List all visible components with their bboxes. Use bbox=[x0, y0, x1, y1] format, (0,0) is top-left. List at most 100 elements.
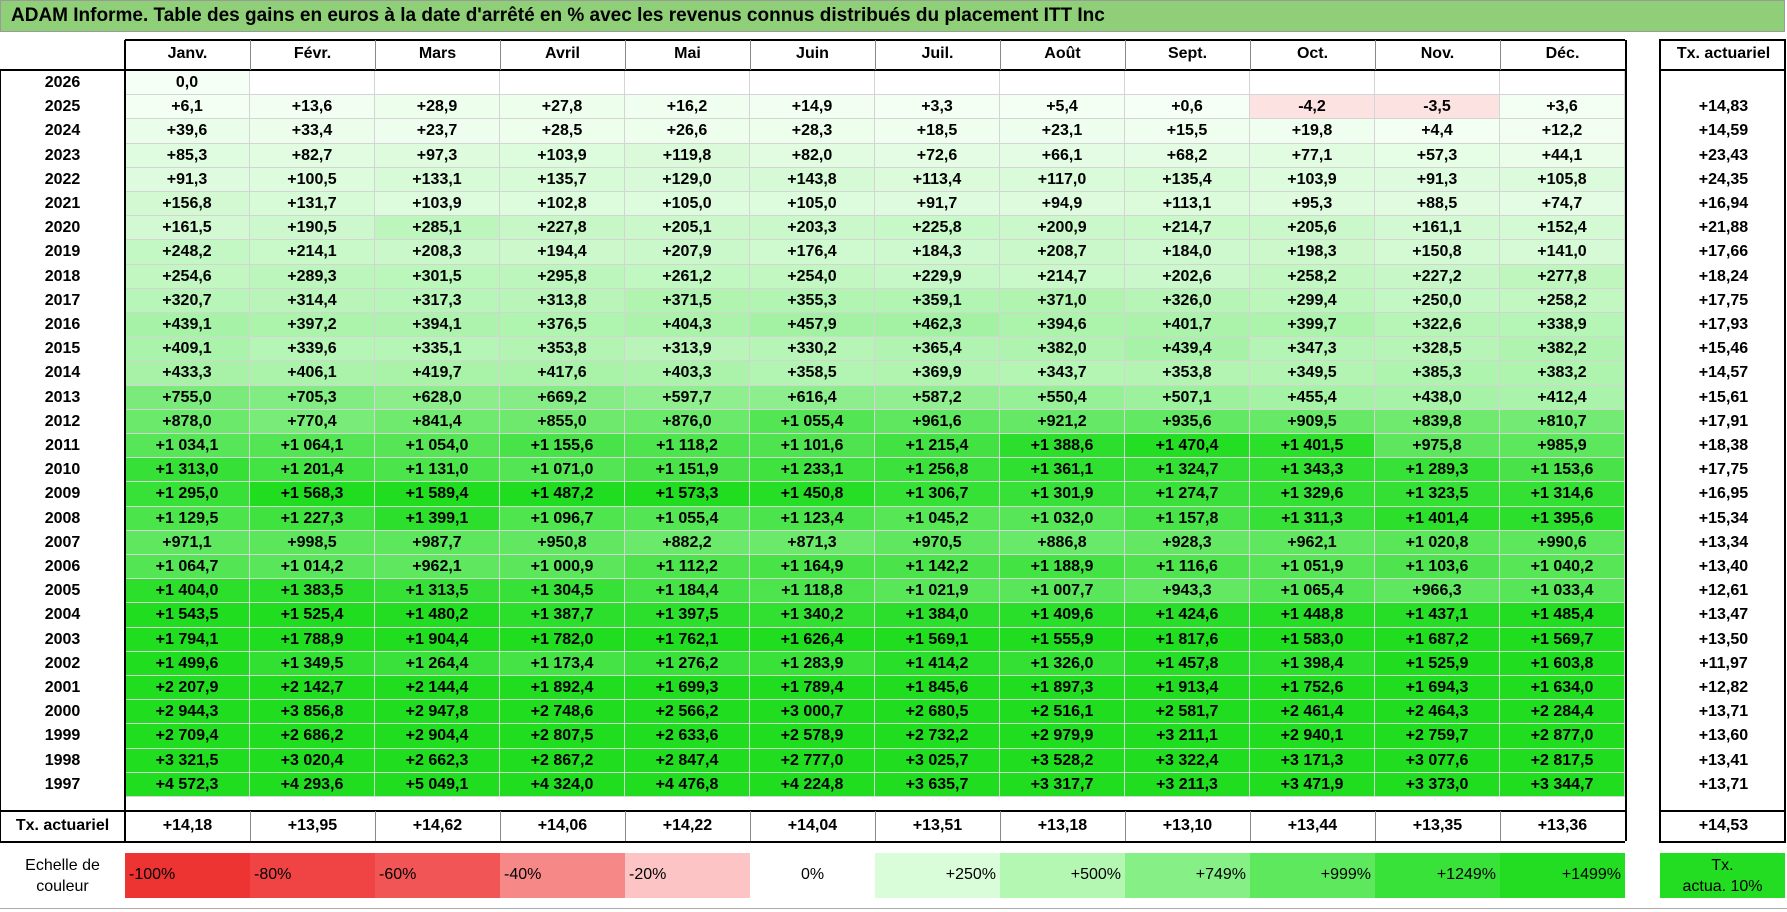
table-cell: +5 049,1 bbox=[375, 772, 500, 797]
table-cell: +399,7 bbox=[1250, 313, 1375, 338]
year-label: 2009 bbox=[44, 485, 81, 503]
row-rate-value: +13,50 bbox=[1698, 630, 1749, 648]
legend-swatch: -20% bbox=[625, 853, 750, 898]
table-cell: +359,1 bbox=[875, 288, 1000, 313]
table-cell: +2 817,5 bbox=[1500, 748, 1625, 773]
table-cell: +335,1 bbox=[375, 337, 500, 362]
table-cell: +928,3 bbox=[1125, 530, 1250, 555]
table-cell: +1 499,6 bbox=[125, 651, 250, 676]
table-cell: +194,4 bbox=[500, 240, 625, 265]
footer-rate-value: +13,51 bbox=[912, 817, 963, 834]
table-cell: +587,2 bbox=[875, 385, 1000, 410]
table-cell: +1 064,1 bbox=[250, 434, 375, 459]
table-cell: +1 349,5 bbox=[250, 651, 375, 676]
year-label: 1998 bbox=[44, 751, 81, 769]
table-cell: +1 789,4 bbox=[750, 676, 875, 701]
table-cell: +1 173,4 bbox=[500, 651, 625, 676]
table-cell: +383,2 bbox=[1500, 361, 1625, 386]
row-rate-value: +17,75 bbox=[1698, 461, 1749, 479]
table-cell bbox=[250, 71, 375, 96]
table-cell: +882,2 bbox=[625, 530, 750, 555]
table-cell: +1 153,6 bbox=[1500, 458, 1625, 483]
table-cell: +91,3 bbox=[1375, 167, 1500, 192]
table-cell: +1 118,2 bbox=[625, 434, 750, 459]
footer-rate-value: +13,36 bbox=[1537, 817, 1588, 834]
year-label: 2022 bbox=[44, 170, 81, 188]
table-cell: +1 457,8 bbox=[1125, 651, 1250, 676]
table-cell: +1 782,0 bbox=[500, 627, 625, 652]
row-rate-value: +17,66 bbox=[1698, 243, 1749, 261]
month-header: Juin bbox=[796, 45, 829, 62]
table-cell: +202,6 bbox=[1125, 264, 1250, 289]
table-cell: +103,9 bbox=[500, 143, 625, 168]
table-cell: +1 301,9 bbox=[1000, 482, 1125, 507]
table-cell: +105,0 bbox=[750, 192, 875, 217]
table-cell: +1 384,0 bbox=[875, 603, 1000, 628]
table-cell: +214,7 bbox=[1000, 264, 1125, 289]
table-cell: +1 131,0 bbox=[375, 458, 500, 483]
table-cell: +1 383,5 bbox=[250, 579, 375, 604]
table-cell: +1 904,4 bbox=[375, 627, 500, 652]
table-cell: +91,3 bbox=[125, 167, 250, 192]
row-rate-value: +14,59 bbox=[1698, 122, 1749, 140]
legend-label-line2: couleur bbox=[36, 878, 89, 895]
year-label: 2008 bbox=[44, 509, 81, 527]
month-header: Août bbox=[1044, 45, 1081, 62]
row-rate-value: +13,71 bbox=[1698, 775, 1749, 793]
year-label: 2007 bbox=[44, 533, 81, 551]
table-cell: +261,2 bbox=[625, 264, 750, 289]
table-cell: +0,6 bbox=[1125, 95, 1250, 120]
table-cell: +1 583,0 bbox=[1250, 627, 1375, 652]
table-cell: +1 892,4 bbox=[500, 676, 625, 701]
row-rate-value: +13,40 bbox=[1698, 558, 1749, 575]
table-cell: +328,5 bbox=[1375, 337, 1500, 362]
table-cell: +1 112,2 bbox=[625, 555, 750, 580]
table-cell: +406,1 bbox=[250, 361, 375, 386]
table-cell: +2 847,4 bbox=[625, 748, 750, 773]
row-rate-value: +14,57 bbox=[1698, 364, 1749, 382]
table-cell: +208,3 bbox=[375, 240, 500, 265]
table-cell: +961,6 bbox=[875, 409, 1000, 434]
table-cell: +1 589,4 bbox=[375, 482, 500, 507]
legend-swatch: 0% bbox=[750, 853, 875, 898]
table-cell: +550,4 bbox=[1000, 385, 1125, 410]
table-cell: +909,5 bbox=[1250, 409, 1375, 434]
table-cell: +1 021,9 bbox=[875, 579, 1000, 604]
table-cell: +382,2 bbox=[1500, 337, 1625, 362]
table-cell: +1 487,2 bbox=[500, 482, 625, 507]
year-label: 2005 bbox=[44, 582, 81, 600]
table-cell: +5,4 bbox=[1000, 95, 1125, 120]
table-cell: +117,0 bbox=[1000, 167, 1125, 192]
rate-footer-top-border bbox=[1660, 810, 1785, 812]
table-cell: +855,0 bbox=[500, 409, 625, 434]
table-cell: +970,5 bbox=[875, 530, 1000, 555]
table-cell: +113,4 bbox=[875, 167, 1000, 192]
footer-column-divider bbox=[250, 811, 251, 841]
table-cell: +156,8 bbox=[125, 192, 250, 217]
month-header: Déc. bbox=[1545, 45, 1580, 62]
table-right-border bbox=[1625, 40, 1627, 841]
table-cell: +1 304,5 bbox=[500, 579, 625, 604]
table-cell: +1 485,4 bbox=[1500, 603, 1625, 628]
table-cell: +1 437,1 bbox=[1375, 603, 1500, 628]
table-cell: +1 913,4 bbox=[1125, 676, 1250, 701]
year-label: 2003 bbox=[44, 630, 81, 648]
footer-rate-value: +14,04 bbox=[787, 817, 838, 834]
table-cell: +135,4 bbox=[1125, 167, 1250, 192]
table-cell: +349,5 bbox=[1250, 361, 1375, 386]
table-cell: +1 388,6 bbox=[1000, 434, 1125, 459]
table-cell: +16,2 bbox=[625, 95, 750, 120]
table-cell: +1 573,3 bbox=[625, 482, 750, 507]
table-cell: +376,5 bbox=[500, 313, 625, 338]
table-cell: +133,1 bbox=[375, 167, 500, 192]
table-cell: +190,5 bbox=[250, 216, 375, 241]
legend-swatch: +999% bbox=[1250, 853, 1375, 898]
table-cell: +353,8 bbox=[500, 337, 625, 362]
month-header: Nov. bbox=[1420, 45, 1455, 62]
table-cell: +301,5 bbox=[375, 264, 500, 289]
table-cell: +3,3 bbox=[875, 95, 1000, 120]
table-cell: +77,1 bbox=[1250, 143, 1375, 168]
legend-rate-line1: Tx. bbox=[1711, 857, 1734, 874]
table-cell: +1 313,0 bbox=[125, 458, 250, 483]
row-rate-value: +16,94 bbox=[1698, 195, 1749, 212]
